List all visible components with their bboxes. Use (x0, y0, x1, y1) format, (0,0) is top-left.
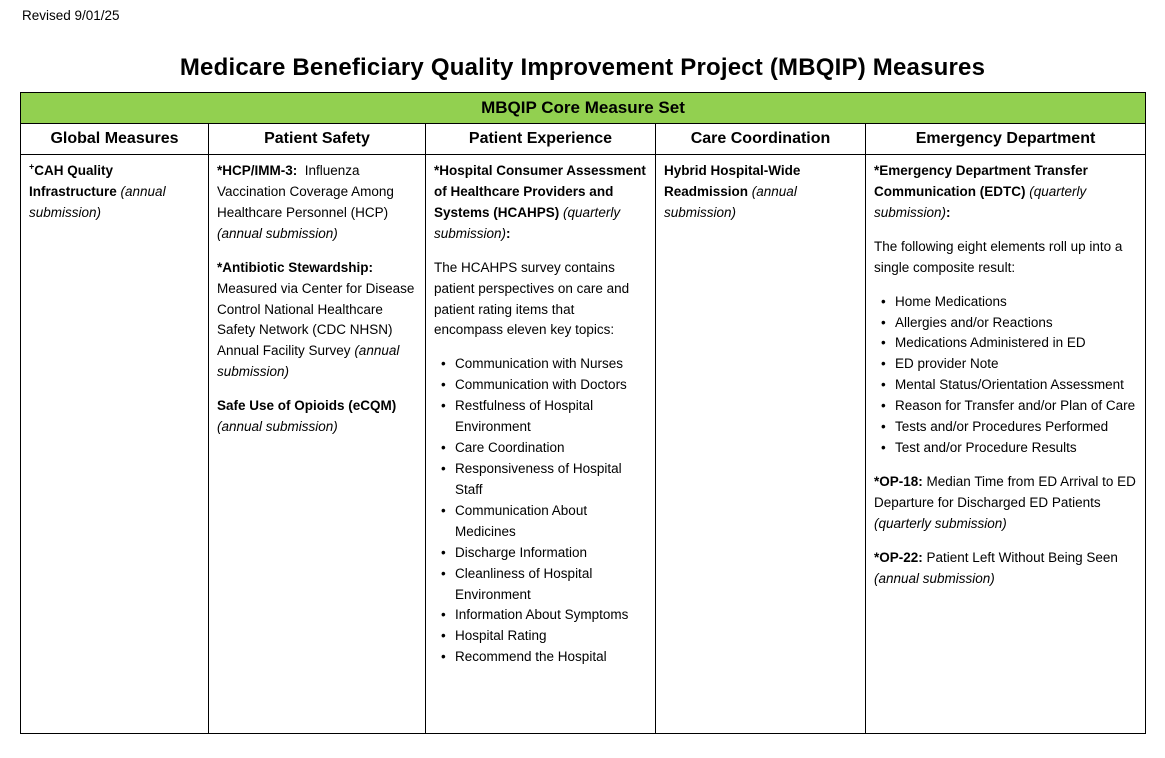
column-header-emergency-department: Emergency Department (865, 123, 1146, 155)
measure-paragraph: *Emergency Department Transfer Communica… (874, 161, 1137, 224)
text-run: (annual submission) (664, 183, 797, 220)
bullet-item: ED provider Note (879, 354, 1137, 375)
measure-paragraph: *OP-22: Patient Left Without Being Seen … (874, 548, 1137, 590)
bullet-item: Medications Administered in ED (879, 333, 1137, 354)
revised-date-label: Revised 9/01/25 (22, 8, 120, 23)
measure-paragraph: *Hospital Consumer Assessment of Healthc… (434, 161, 647, 245)
text-run: : (946, 204, 951, 220)
column-header-patient-safety: Patient Safety (208, 123, 426, 155)
cell-emergency-department: *Emergency Department Transfer Communica… (865, 154, 1146, 734)
bullet-item: Reason for Transfer and/or Plan of Care (879, 396, 1137, 417)
measure-paragraph: +CAH Quality Infrastructure (annual subm… (29, 161, 200, 224)
cell-patient-safety: *HCP/IMM-3: Influenza Vaccination Covera… (208, 154, 426, 734)
bullet-item: Information About Symptoms (439, 605, 647, 626)
measures-table-container: MBQIP Core Measure Set Global Measures P… (20, 92, 1146, 734)
core-measure-set-banner-row: MBQIP Core Measure Set (20, 92, 1146, 124)
text-run: *Emergency Department Transfer Communica… (874, 163, 1088, 199)
text-run: The following eight elements roll up int… (874, 238, 1123, 275)
text-run: The HCAHPS survey contains patient persp… (434, 259, 630, 338)
measures-body-row: +CAH Quality Infrastructure (annual subm… (20, 154, 1146, 734)
bullet-item: Communication with Nurses (439, 354, 647, 375)
bullet-item: Responsiveness of Hospital Staff (439, 459, 647, 501)
page-title: Medicare Beneficiary Quality Improvement… (179, 54, 986, 81)
bullet-item: Recommend the Hospital (439, 647, 647, 668)
text-run: Patient Left Without Being Seen (922, 549, 1118, 565)
text-run: (quarterly submission) (874, 183, 1087, 220)
bullet-item: Hospital Rating (439, 626, 647, 647)
text-run: (annual submission) (29, 183, 166, 220)
bullet-item: Home Medications (879, 292, 1137, 313)
measure-bullet-list: Communication with NursesCommunication w… (434, 354, 647, 668)
text-run: (quarterly submission) (434, 204, 621, 241)
text-run: Median Time from ED Arrival to ED Depart… (874, 473, 1136, 510)
cell-patient-experience: *Hospital Consumer Assessment of Healthc… (425, 154, 656, 734)
column-header-global-measures: Global Measures (20, 123, 209, 155)
mbqip-core-measures-table: MBQIP Core Measure Set Global Measures P… (20, 92, 1146, 734)
bullet-item: Communication with Doctors (439, 375, 647, 396)
measure-paragraph: The HCAHPS survey contains patient persp… (434, 258, 647, 342)
text-run: + (29, 161, 35, 172)
cell-care-coordination: Hybrid Hospital-Wide Readmission (annual… (655, 154, 866, 734)
bullet-item: Communication About Medicines (439, 501, 647, 543)
text-run: (annual submission) (874, 570, 995, 586)
cell-global-measures: +CAH Quality Infrastructure (annual subm… (20, 154, 209, 734)
bullet-item: Mental Status/Orientation Assessment (879, 375, 1137, 396)
bullet-item: Care Coordination (439, 438, 647, 459)
bullet-item: Cleanliness of Hospital Environment (439, 564, 647, 606)
measure-paragraph: The following eight elements roll up int… (874, 237, 1137, 279)
measure-bullet-list: Home MedicationsAllergies and/or Reactio… (874, 292, 1137, 459)
text-run: : (506, 225, 511, 241)
text-run: CAH Quality Infrastructure (29, 163, 121, 199)
bullet-item: Test and/or Procedure Results (879, 438, 1137, 459)
text-run: *OP-18: (874, 473, 923, 489)
measure-paragraph: Hybrid Hospital-Wide Readmission (annual… (664, 161, 857, 224)
text-run: Influenza Vaccination Coverage Among Hea… (217, 163, 394, 220)
text-run: Safe Use of Opioids (eCQM) (217, 398, 397, 414)
text-run: (annual submission) (217, 419, 338, 435)
text-run: (annual submission) (217, 225, 338, 241)
measure-paragraph: *OP-18: Median Time from ED Arrival to E… (874, 472, 1137, 535)
text-run: *OP-22: (874, 549, 923, 565)
measure-paragraph: *HCP/IMM-3: Influenza Vaccination Covera… (217, 161, 417, 245)
bullet-item: Restfulness of Hospital Environment (439, 396, 647, 438)
column-header-patient-experience: Patient Experience (425, 123, 656, 155)
text-run: *Hospital Consumer Assessment of Healthc… (434, 163, 646, 220)
measure-paragraph: *Antibiotic Stewardship: Measured via Ce… (217, 258, 417, 384)
measure-paragraph: Safe Use of Opioids (eCQM) (annual submi… (217, 396, 417, 438)
text-run: Measured via Center for Disease Control … (217, 280, 415, 359)
column-header-row: Global Measures Patient Safety Patient E… (20, 123, 1146, 155)
column-header-care-coordination: Care Coordination (655, 123, 866, 155)
text-run: (quarterly submission) (874, 515, 1007, 531)
text-run: *HCP/IMM-3: (217, 163, 298, 178)
text-run: *Antibiotic Stewardship: (217, 259, 374, 275)
text-run: Hybrid Hospital-Wide Readmission (664, 163, 801, 199)
core-measure-set-banner: MBQIP Core Measure Set (20, 92, 1146, 124)
bullet-item: Discharge Information (439, 543, 647, 564)
text-run: (annual submission) (217, 343, 400, 380)
bullet-item: Tests and/or Procedures Performed (879, 417, 1137, 438)
bullet-item: Allergies and/or Reactions (879, 313, 1137, 334)
